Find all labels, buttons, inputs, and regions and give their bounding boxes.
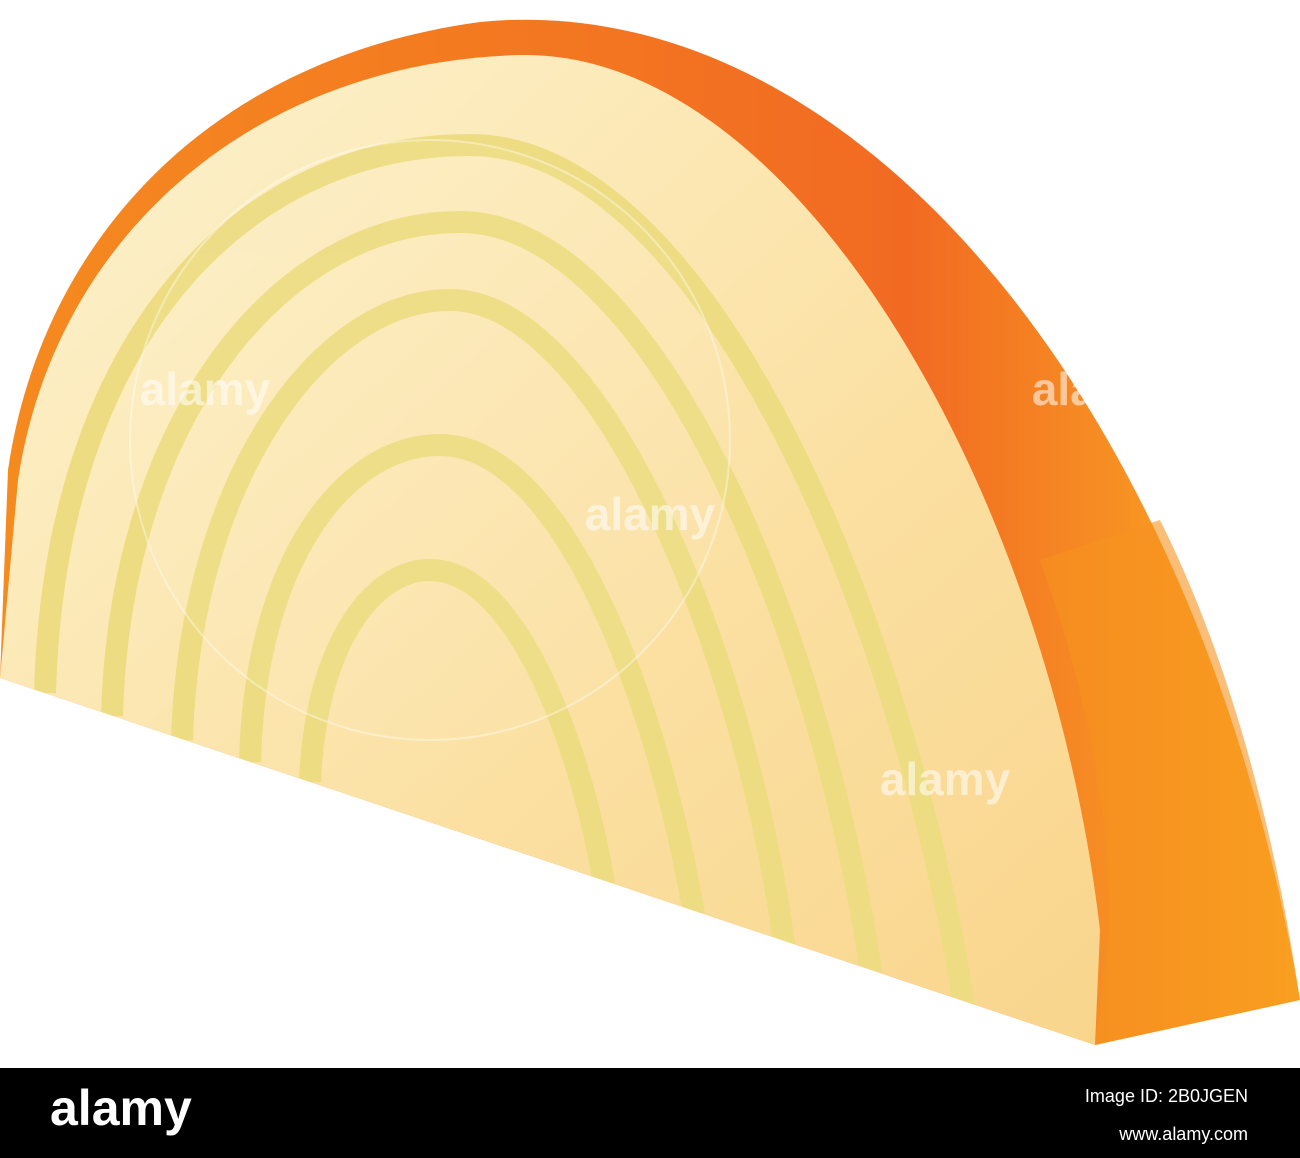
watermark: alamy [140,363,271,415]
image-id: Image ID: 2B0JGEN [1085,1086,1248,1106]
onion-rings [34,133,976,1012]
footer-brand: alamy [50,1080,192,1136]
watermark: alamy [1032,363,1163,415]
onion-skin-side [1040,520,1300,1045]
watermark: alamy [585,488,716,540]
footer-bar [0,1068,1300,1158]
footer-url: www.alamy.com [1118,1124,1248,1144]
watermark: alamy [880,753,1011,805]
